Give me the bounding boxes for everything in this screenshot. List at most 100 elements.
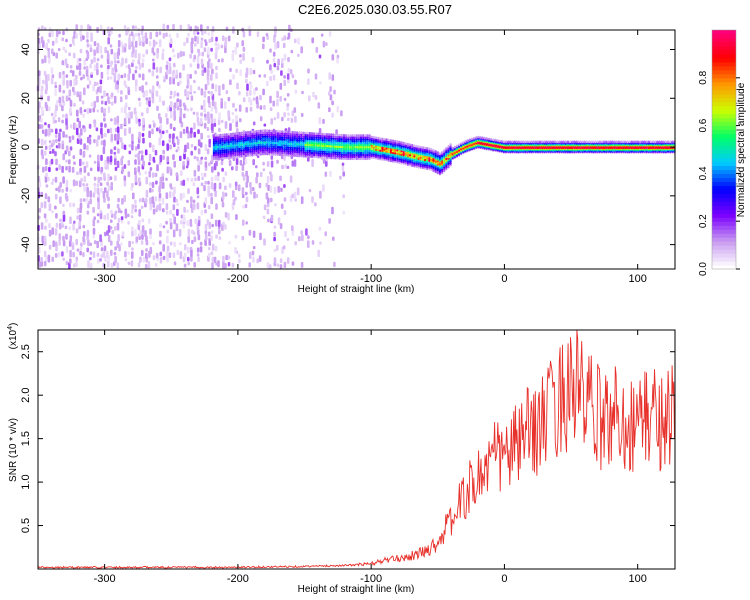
spectrogram-cell: [182, 51, 185, 57]
spectrogram-cell: [287, 150, 290, 153]
spectrogram-cell: [88, 138, 92, 145]
spectrogram-cell: [158, 39, 162, 48]
spectrogram-cell: [199, 142, 203, 148]
spectrogram-cell: [71, 242, 75, 246]
spectrogram-cell: [86, 144, 89, 151]
spectrogram-cell: [93, 49, 96, 55]
spectrogram-cell: [313, 136, 316, 139]
spectrogram-cell: [304, 135, 307, 139]
spectrogram-cell: [310, 153, 314, 157]
spectrogram-cell: [278, 130, 282, 133]
spectrogram-cell: [212, 136, 215, 139]
spectrogram-cell: [217, 59, 221, 63]
spectrogram-cell: [86, 186, 89, 192]
spectrogram-cell: [141, 197, 145, 203]
spectrogram-cell: [325, 42, 328, 47]
spectrogram-cell: [76, 138, 80, 145]
spectrogram-cell: [355, 138, 358, 141]
spectrogram-cell: [251, 132, 254, 135]
spectrogram-cell: [242, 152, 245, 156]
colorbar-step: [712, 241, 736, 246]
spectrogram-cell: [262, 215, 266, 219]
spectrogram-cell: [300, 261, 304, 268]
spectrogram-cell: [241, 40, 244, 47]
spectrogram-cell: [240, 133, 243, 137]
spectrogram-cell: [190, 150, 193, 156]
spectrogram-cell: [236, 134, 239, 137]
spectrogram-cell: [196, 26, 199, 33]
spectrogram-cell: [212, 145, 215, 149]
spectrogram-cell: [219, 155, 222, 158]
spectrogram-cell: [304, 147, 307, 150]
spectrogram-cell: [186, 177, 190, 182]
spectrogram-cell: [364, 141, 367, 145]
spectrogram-cell: [581, 140, 584, 144]
spectrogram-cell: [246, 140, 250, 144]
spectrogram-cell: [311, 158, 314, 167]
spectrogram-cell: [168, 191, 172, 198]
spectrogram-cell: [220, 44, 224, 49]
spectrogram-cell: [294, 89, 298, 94]
spectrogram-cell: [285, 144, 288, 147]
spectrogram-cell: [197, 148, 201, 155]
spectrogram-cell: [124, 208, 128, 216]
spectrogram-cell: [466, 139, 469, 142]
spectrogram-cell: [176, 208, 179, 216]
spectrogram-cell: [132, 59, 135, 64]
spectrogram-cell: [154, 263, 158, 267]
spectrogram-cell: [359, 136, 363, 139]
spectrogram-cell: [270, 149, 273, 152]
colorbar-step: [712, 81, 736, 87]
spectrogram-cell: [156, 75, 159, 79]
spectrogram-cell: [47, 196, 51, 203]
spectrogram-cell: [172, 204, 176, 211]
spectrogram-cell: [44, 145, 48, 150]
spectrogram-cell: [272, 147, 275, 150]
spectrogram-cell: [296, 131, 299, 134]
spectrogram-cell: [485, 137, 488, 140]
spectrogram-cell: [349, 136, 352, 139]
spectrogram-cell: [208, 221, 212, 229]
spectrogram-cell: [121, 45, 125, 53]
spectrogram-cell: [359, 157, 363, 161]
spectrogram-cell: [259, 149, 262, 152]
spectrogram-cell: [283, 134, 286, 137]
spectrogram-cell: [134, 167, 137, 172]
spectrogram-cell: [100, 127, 103, 135]
spectrogram-cell: [290, 49, 294, 54]
spectrogram-cell: [73, 220, 76, 224]
spectrogram-cell: [93, 41, 97, 47]
spectrogram-cell: [261, 150, 264, 154]
spectrogram-cell: [61, 37, 64, 42]
spectrogram-cell: [212, 147, 215, 151]
spectrogram-cell: [234, 153, 237, 157]
spectrogram-cell: [190, 127, 193, 134]
spectrogram-cell: [660, 140, 663, 144]
spectrogram-cell: [200, 40, 203, 49]
spectrogram-cell: [276, 141, 279, 145]
spectrogram-cell: [364, 149, 367, 153]
spectrogram-cell: [99, 24, 103, 31]
spectrogram-cell: [221, 139, 224, 142]
snr-series-line: [37, 329, 675, 569]
spectrogram-cell: [41, 58, 44, 64]
spectrogram-cell: [287, 140, 290, 143]
spectrogram-cell: [68, 136, 72, 140]
spectrogram-cell: [224, 185, 227, 191]
spectrogram-cell: [225, 152, 228, 156]
spectrogram-cell: [319, 142, 322, 145]
spectrogram-cell: [65, 245, 69, 254]
spectrogram-cell: [100, 64, 103, 68]
spectrogram-cell: [307, 235, 310, 240]
colorbar-step: [712, 77, 736, 83]
spectrogram-cell: [238, 145, 241, 149]
spectrogram-cell: [327, 142, 331, 146]
colorbar-step: [712, 105, 736, 111]
spectrogram-cell: [298, 131, 301, 134]
spectrogram-cell: [325, 138, 328, 142]
spectrogram-cell: [266, 35, 269, 40]
spectrogram-cell: [212, 155, 215, 159]
spectrogram-cell: [96, 187, 100, 195]
spectrogram-cell: [258, 182, 262, 189]
spectrogram-cell: [196, 195, 200, 199]
